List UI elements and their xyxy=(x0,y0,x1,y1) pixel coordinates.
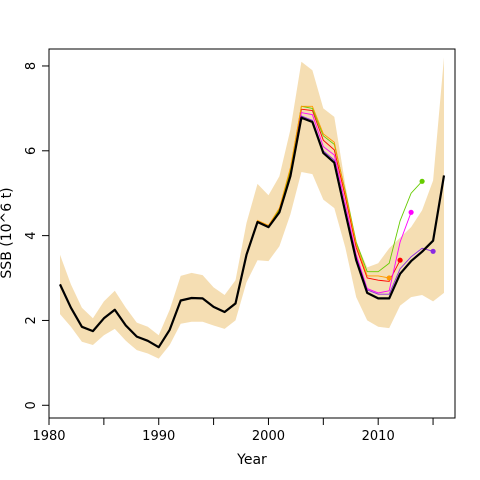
retro-series-endpoint-3 xyxy=(419,178,425,184)
x-tick-label: 1990 xyxy=(142,429,175,444)
y-tick-label: 8 xyxy=(24,62,39,70)
plot-frame xyxy=(48,48,456,419)
x-tick-label: 2010 xyxy=(362,429,395,444)
retro-series-endpoint-2 xyxy=(408,209,414,215)
confidence-band xyxy=(60,57,444,359)
x-tick-label: 2000 xyxy=(252,429,285,444)
y-tick-label: 0 xyxy=(24,401,39,409)
y-tick-label: 2 xyxy=(24,316,39,324)
final-series-line xyxy=(59,116,446,349)
y-axis: 0 2 4 6 8 xyxy=(24,62,49,409)
y-tick-label: 6 xyxy=(24,147,39,155)
x-axis-title: Year xyxy=(236,452,267,468)
plot-area xyxy=(59,57,446,359)
retro-series-endpoint-1 xyxy=(397,257,403,263)
y-axis-title: SSB (10^6 t) xyxy=(0,187,15,278)
retro-series-endpoint-5 xyxy=(430,248,436,254)
x-axis: 1980 1990 2000 2010 xyxy=(32,418,434,444)
y-tick-label: 4 xyxy=(24,231,39,239)
x-tick-label: 1980 xyxy=(32,429,65,444)
retro-series-endpoint-4 xyxy=(386,275,392,281)
